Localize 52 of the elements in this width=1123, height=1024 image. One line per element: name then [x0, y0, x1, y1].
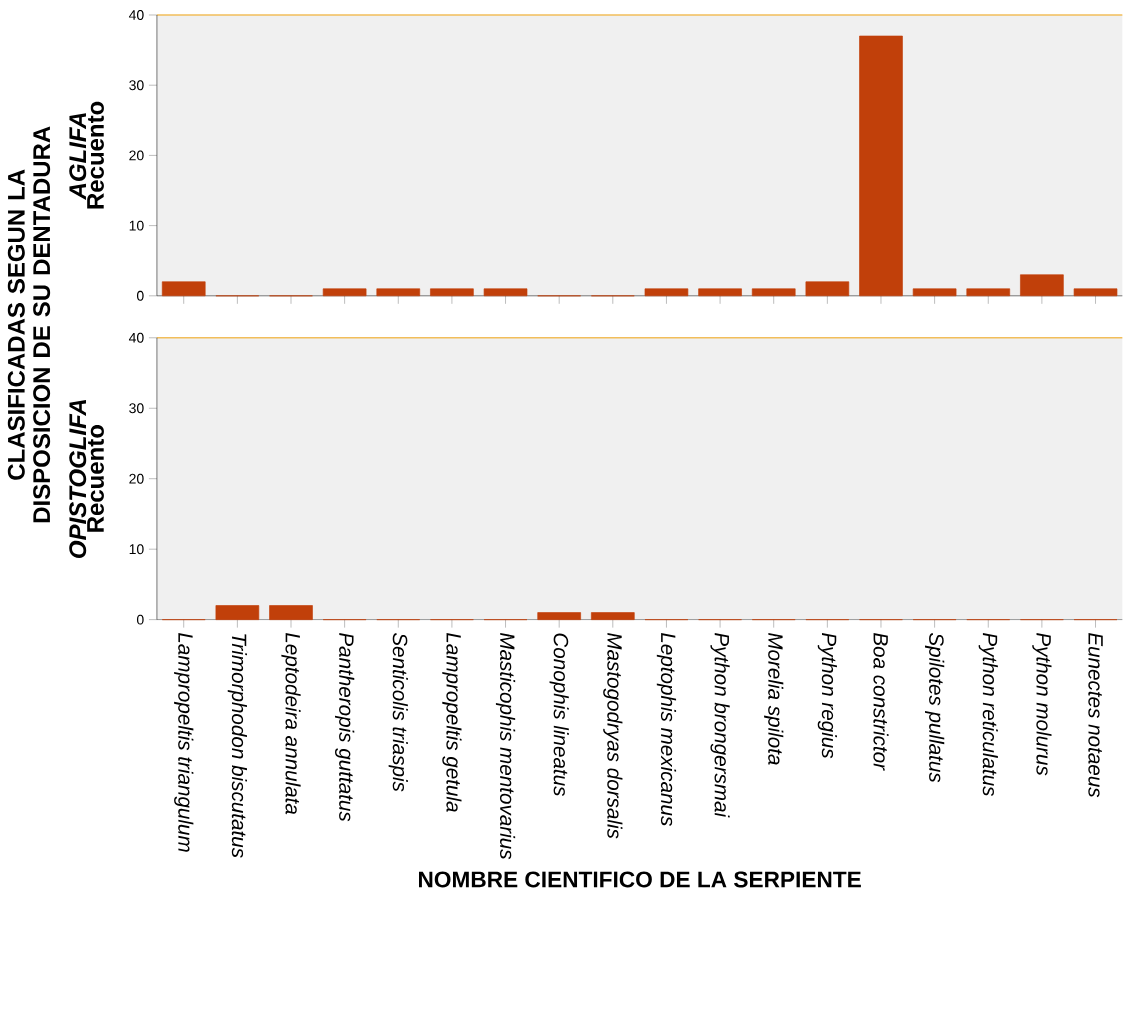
y-axis-title: Recuento	[87, 101, 104, 209]
bar	[269, 605, 313, 620]
bar	[430, 288, 474, 296]
bar	[1020, 274, 1064, 296]
x-tick-label: Leptophis mexicanus	[656, 632, 677, 826]
bar	[322, 288, 367, 296]
bar	[591, 612, 635, 620]
y-tick-label: 20	[129, 473, 144, 484]
x-tick-label: Python brongersmai	[710, 632, 730, 818]
x-tick-label: Morelia spilota	[764, 632, 784, 765]
bar	[805, 281, 850, 296]
y-tick-label: 10	[129, 544, 144, 554]
x-tick-label: Masticophis mentovarius	[495, 632, 516, 859]
text: AGLIFA	[69, 112, 87, 200]
bar	[161, 281, 206, 296]
x-tick-label: Mastogodryas dorsalis	[603, 632, 623, 839]
x-tick-label: Senticolis triaspis	[388, 632, 408, 792]
bar	[966, 288, 1011, 296]
x-tick-label: Trimorphodon biscutatus	[227, 634, 247, 858]
y-tick-label: 40	[128, 9, 144, 20]
x-tick-label: Leptodeira annulata	[281, 632, 301, 814]
y-tick-label: 0	[136, 290, 144, 301]
x-tick-label: Lampropeltis getula	[442, 632, 462, 812]
y-axis-title: Recuento	[87, 424, 104, 532]
bar	[644, 288, 689, 296]
y-tick-label: 20	[129, 150, 144, 161]
x-tick-label: Conophis lineatus	[549, 633, 569, 796]
x-axis-title: NOMBRE CIENTIFICO DE LA SERPIENTE	[419, 871, 861, 888]
y-tick-label: 10	[129, 220, 144, 231]
bar	[859, 35, 903, 296]
y-tick-label: 30	[129, 403, 144, 414]
bar	[215, 605, 260, 620]
x-tick-label: Python reticulatus	[978, 632, 998, 796]
text: CLASIFICADAS SEGUN LA DISPOSICION DE SU DENTADURA	[7, 126, 51, 523]
x-tick-label: Eunectes notaeus	[1088, 632, 1103, 798]
bar	[698, 288, 742, 296]
x-tick-label: Pantheropis guttatus	[335, 632, 355, 822]
y-tick-label: 40	[128, 332, 144, 343]
bar	[912, 288, 957, 296]
x-tick-label: Python regius	[817, 632, 837, 758]
x-tick-label: Python molurus	[1032, 632, 1052, 776]
text: OPISTOGLIFA	[69, 399, 87, 558]
y-tick-label: 30	[129, 80, 144, 90]
x-tick-label: Boa constrictor	[873, 632, 889, 771]
bar	[483, 288, 528, 296]
bar	[376, 288, 421, 296]
bar	[751, 288, 796, 296]
y-tick-label: 0	[136, 614, 144, 625]
bar	[537, 612, 581, 620]
x-tick-label: Spilotes pullatus	[925, 632, 945, 783]
x-tick-label: Lampropeltis triangulum	[174, 632, 194, 852]
bar	[1073, 288, 1118, 296]
